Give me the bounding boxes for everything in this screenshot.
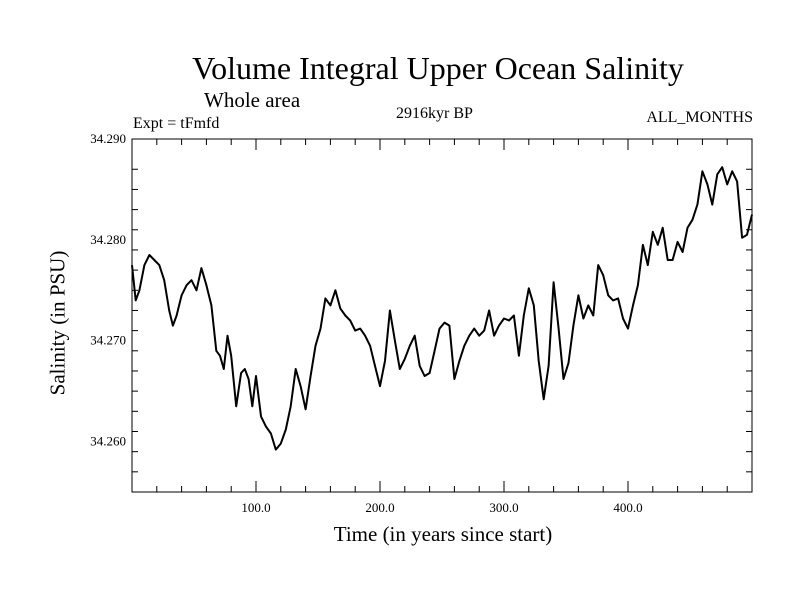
axis-ticks: [132, 139, 752, 492]
plot-frame: [131, 138, 753, 493]
y-tick-label: 34.260: [90, 434, 126, 449]
y-tick-label: 34.290: [90, 131, 126, 146]
experiment-label: Expt = tFmfd: [133, 115, 220, 132]
axis-tick-labels: 100.0 200.0 300.0 400.0 34.260 34.270 34.280 34…: [90, 131, 642, 515]
x-tick-label: 300.0: [489, 500, 518, 515]
x-tick-label: 100.0: [241, 500, 270, 515]
period-label: 2916kyr BP: [396, 105, 473, 122]
months-label: ALL_MONTHS: [646, 109, 753, 126]
y-tick-label: 34.270: [90, 333, 126, 348]
chart-title: Volume Integral Upper Ocean Salinity: [192, 50, 684, 86]
salinity-series-line: [131, 166, 753, 451]
x-tick-label: 200.0: [365, 500, 394, 515]
x-tick-label: 400.0: [613, 500, 642, 515]
y-tick-label: 34.280: [90, 232, 126, 247]
x-axis-label: Time (in years since start): [333, 522, 553, 546]
chart-subtitle: Whole area: [204, 88, 301, 112]
